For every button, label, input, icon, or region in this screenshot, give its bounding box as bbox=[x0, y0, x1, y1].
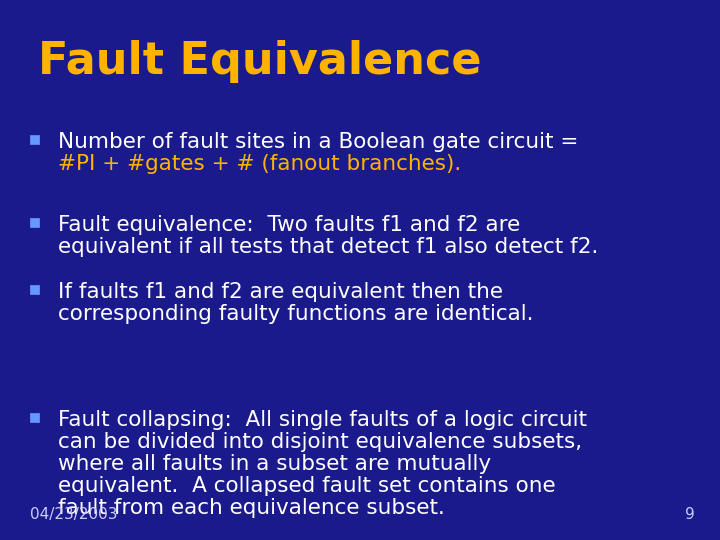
Text: Fault collapsing:  All single faults of a logic circuit: Fault collapsing: All single faults of a… bbox=[58, 410, 587, 430]
Bar bbox=[30, 285, 39, 294]
Text: where all faults in a subset are mutually: where all faults in a subset are mutuall… bbox=[58, 454, 491, 474]
Text: fault from each equivalence subset.: fault from each equivalence subset. bbox=[58, 498, 445, 518]
Text: Fault equivalence:  Two faults f1 and f2 are: Fault equivalence: Two faults f1 and f2 … bbox=[58, 215, 521, 235]
Text: If faults f1 and f2 are equivalent then the: If faults f1 and f2 are equivalent then … bbox=[58, 282, 503, 302]
Text: can be divided into disjoint equivalence subsets,: can be divided into disjoint equivalence… bbox=[58, 432, 582, 452]
Text: equivalent if all tests that detect f1 also detect f2.: equivalent if all tests that detect f1 a… bbox=[58, 237, 598, 257]
Text: #PI + #gates + # (fanout branches).: #PI + #gates + # (fanout branches). bbox=[58, 154, 462, 174]
Text: 9: 9 bbox=[685, 507, 695, 522]
Text: Number of fault sites in a Boolean gate circuit =: Number of fault sites in a Boolean gate … bbox=[58, 132, 578, 152]
Bar bbox=[30, 135, 39, 144]
Text: equivalent.  A collapsed fault set contains one: equivalent. A collapsed fault set contai… bbox=[58, 476, 556, 496]
Bar bbox=[30, 218, 39, 227]
Text: corresponding faulty functions are identical.: corresponding faulty functions are ident… bbox=[58, 304, 534, 324]
Text: Fault Equivalence: Fault Equivalence bbox=[38, 40, 482, 83]
Bar bbox=[30, 413, 39, 422]
Text: 04/23/2003: 04/23/2003 bbox=[30, 507, 117, 522]
